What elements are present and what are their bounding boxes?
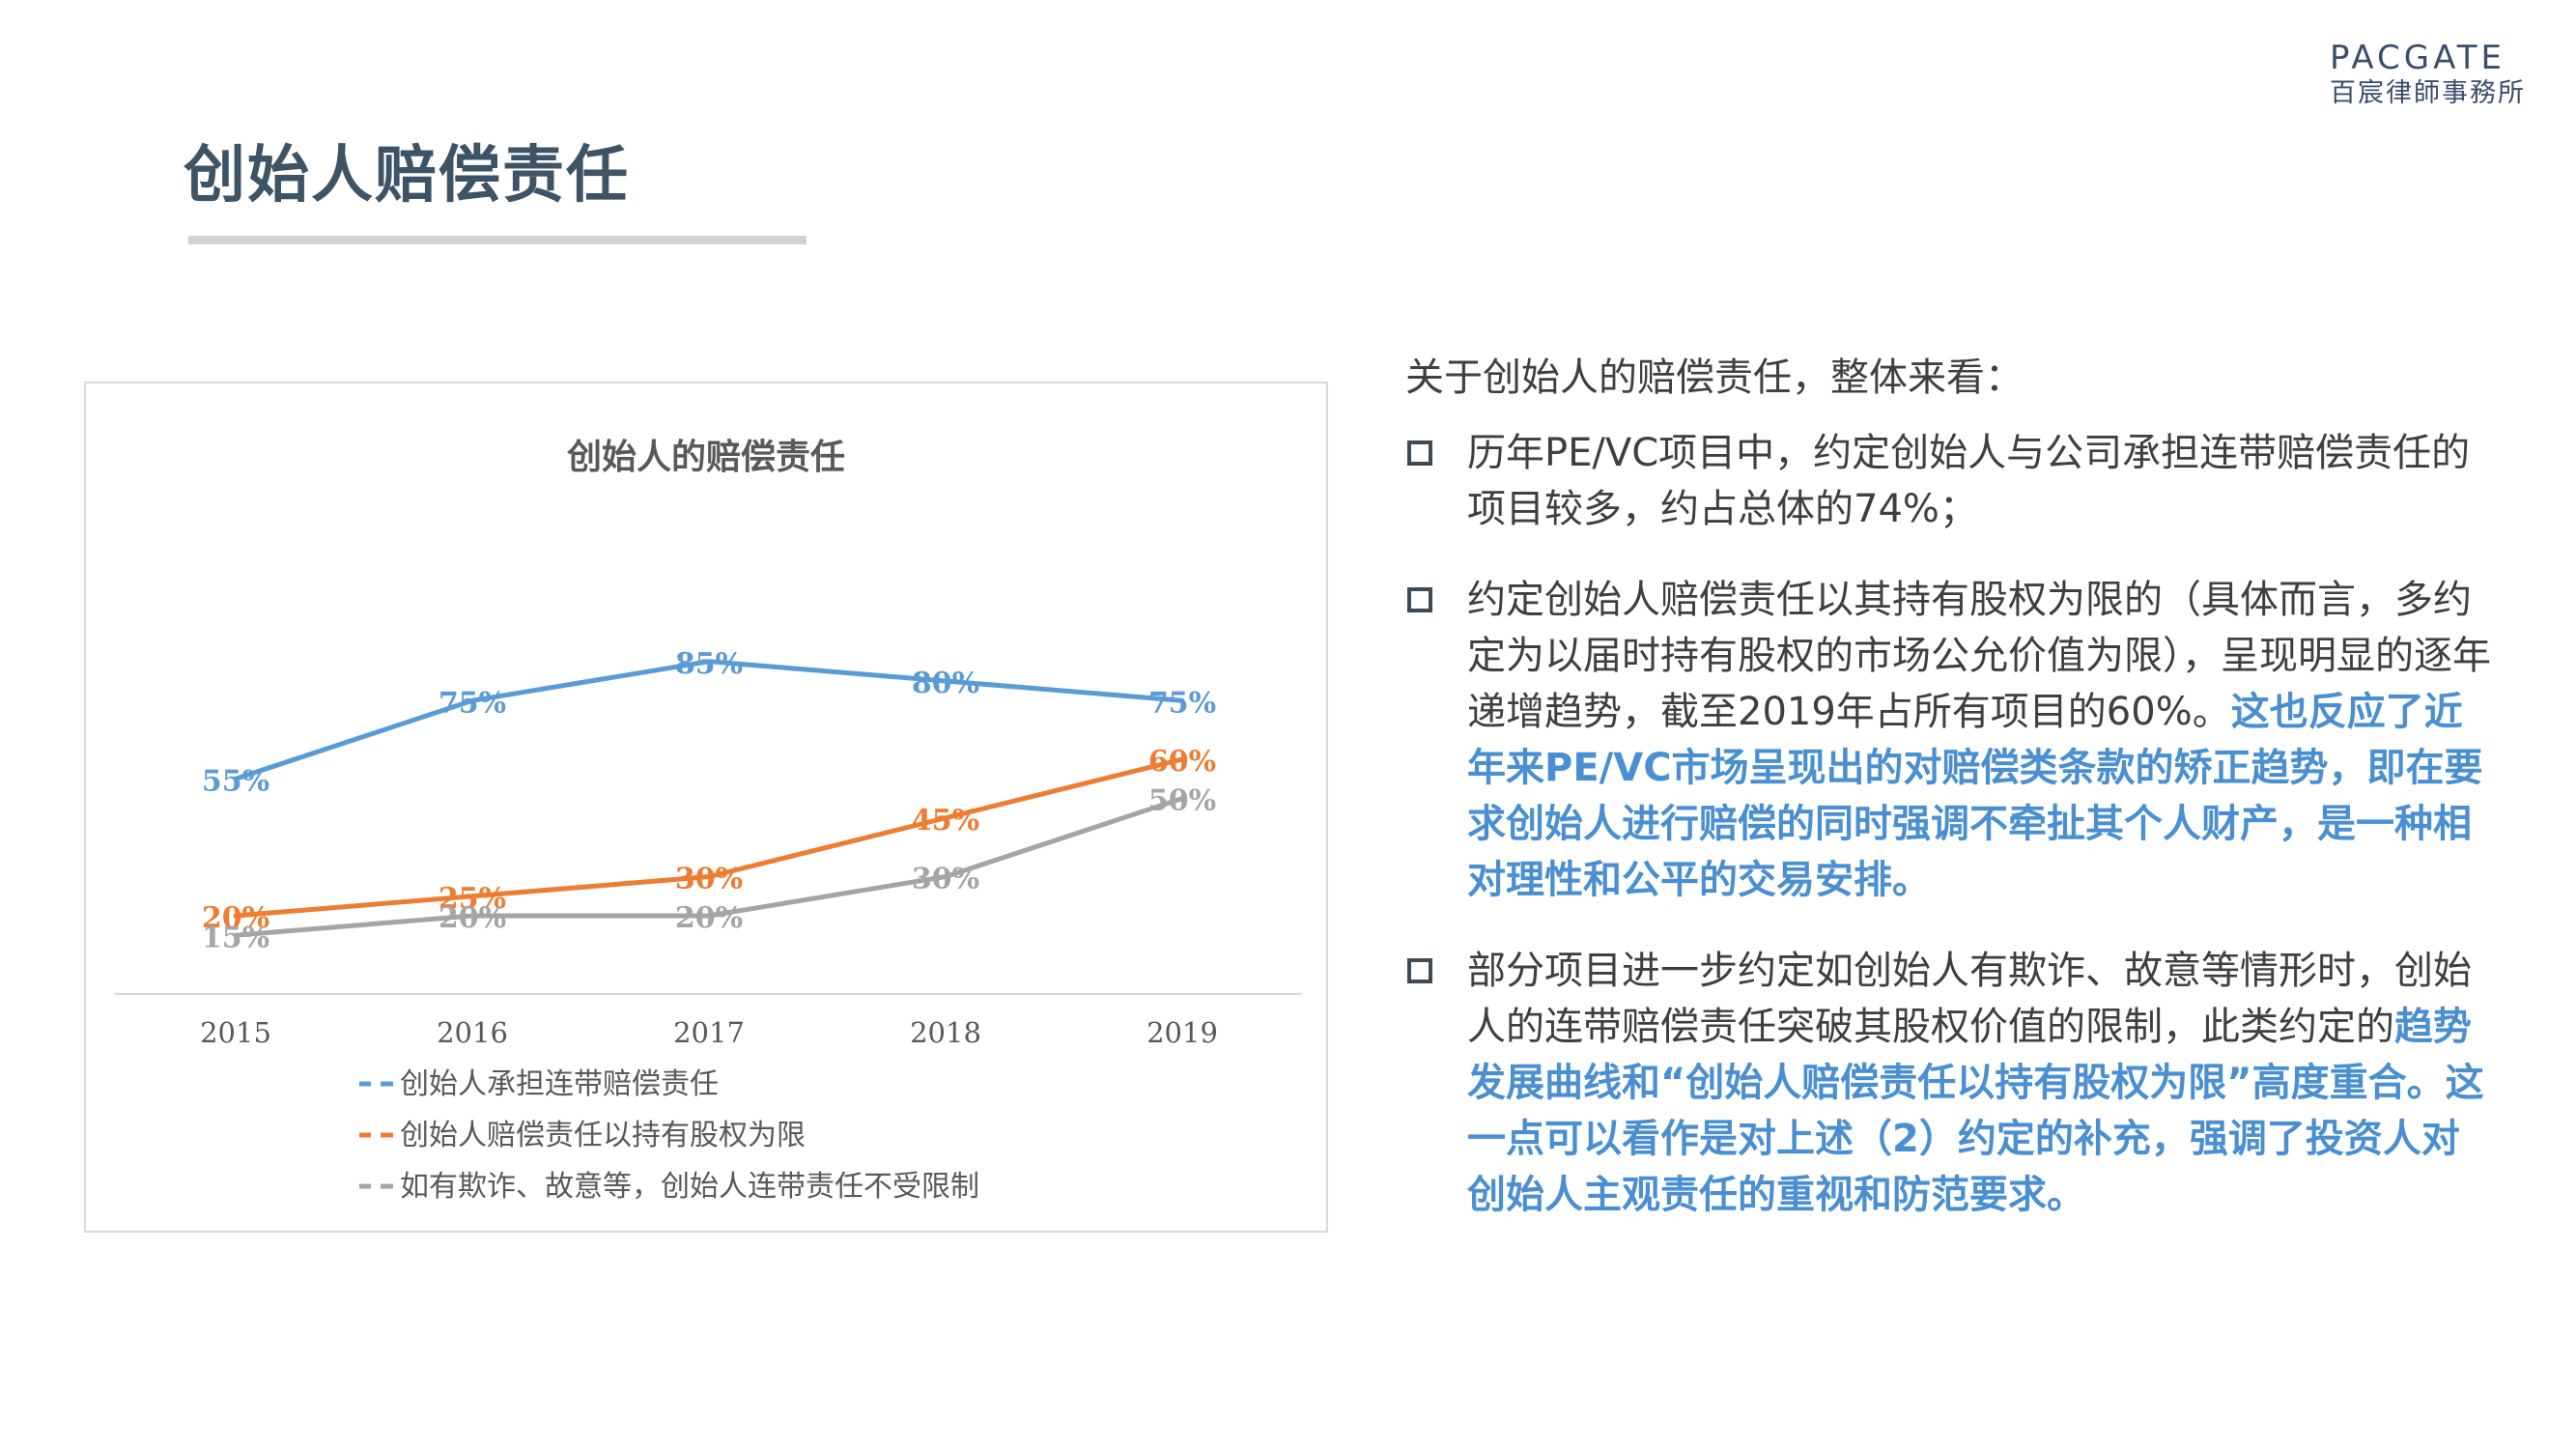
- logo: PACGATE 百宸律師事務所: [2330, 39, 2526, 110]
- intro-text: 关于创始人的赔偿责任，整体来看：: [1405, 355, 2024, 400]
- text-panel: 关于创始人的赔偿责任，整体来看： 历年PE/VC项目中，约定创始人与公司承担连带…: [1405, 350, 2497, 1258]
- data-label: 75%: [439, 686, 506, 720]
- data-label: 80%: [912, 667, 979, 700]
- legend-label: 创始人承担连带赔偿责任: [400, 1067, 719, 1101]
- bullet-2-text: 约定创始人赔偿责任以其持有股权为限的（具体而言，多约定为以届时持有股权的市场公允…: [1467, 578, 2491, 734]
- data-label: 75%: [1148, 686, 1216, 720]
- series-line-3: [233, 796, 1185, 938]
- data-label: 30%: [675, 863, 743, 896]
- bullet-item-2: 约定创始人赔偿责任以其持有股权为限的（具体而言，多约定为以届时持有股权的市场公允…: [1405, 572, 2497, 908]
- data-label: 30%: [912, 863, 979, 896]
- title-divider: [188, 236, 807, 244]
- x-tick-label: 2015: [200, 1016, 271, 1049]
- x-tick-label: 2018: [910, 1016, 981, 1049]
- data-label: 60%: [1148, 745, 1216, 779]
- data-label: 50%: [1148, 784, 1216, 818]
- series-line-1: [233, 659, 1185, 781]
- logo-name: PACGATE: [2330, 39, 2505, 77]
- square-bullet-icon: [1407, 440, 1432, 466]
- page-title: 创始人赔偿责任: [184, 140, 630, 212]
- bullet-item-1: 历年PE/VC项目中，约定创始人与公司承担连带赔偿责任的项目较多，约占总体的74…: [1405, 425, 2497, 537]
- logo-subtitle: 百宸律師事務所: [2330, 78, 2526, 108]
- legend-label: 创始人赔偿责任以持有股权为限: [400, 1119, 806, 1152]
- x-tick-label: 2017: [673, 1016, 745, 1049]
- x-tick-label: 2016: [437, 1016, 508, 1049]
- bullet-item-3: 部分项目进一步约定如创始人有欺诈、故意等情形时，创始人的连带赔偿责任突破其股权价…: [1405, 943, 2497, 1223]
- square-bullet-icon: [1407, 587, 1432, 612]
- series-line-2: [233, 756, 1185, 919]
- chart-title: 创始人的赔偿责任: [567, 438, 845, 477]
- legend-label: 如有欺诈、故意等，创始人连带责任不受限制: [400, 1170, 979, 1204]
- data-label: 20%: [439, 901, 506, 935]
- square-bullet-icon: [1407, 958, 1432, 983]
- x-tick-label: 2019: [1146, 1016, 1218, 1049]
- bullet-3-text: 部分项目进一步约定如创始人有欺诈、故意等情形时，创始人的连带赔偿责任突破其股权价…: [1467, 949, 2472, 1049]
- bullet-3-highlight: 趋势发展曲线和“创始人赔偿责任以持有股权为限”高度重合。这一点可以看作是对上述（…: [1467, 1005, 2484, 1217]
- data-label: 15%: [202, 921, 269, 954]
- bullet-1-text: 历年PE/VC项目中，约定创始人与公司承担连带赔偿责任的项目较多，约占总体的74…: [1467, 431, 2471, 531]
- data-label: 20%: [675, 901, 743, 935]
- chart-container: 创始人的赔偿责任 2015 2016 2017 2018 2019 55% 75% 85% 80%…: [84, 382, 1328, 1233]
- data-label: 85%: [675, 647, 743, 681]
- data-label: 25%: [439, 882, 506, 916]
- data-label: 45%: [912, 804, 979, 838]
- bullet-2-highlight: 这也反应了近年来PE/VC市场呈现出的对赔偿类条款的矫正趋势，即在要求创始人进行…: [1467, 690, 2483, 902]
- data-label: 20%: [202, 901, 269, 935]
- data-label: 55%: [202, 764, 269, 798]
- line-chart: 创始人的赔偿责任 2015 2016 2017 2018 2019 55% 75% 85% 80%…: [115, 438, 1301, 1204]
